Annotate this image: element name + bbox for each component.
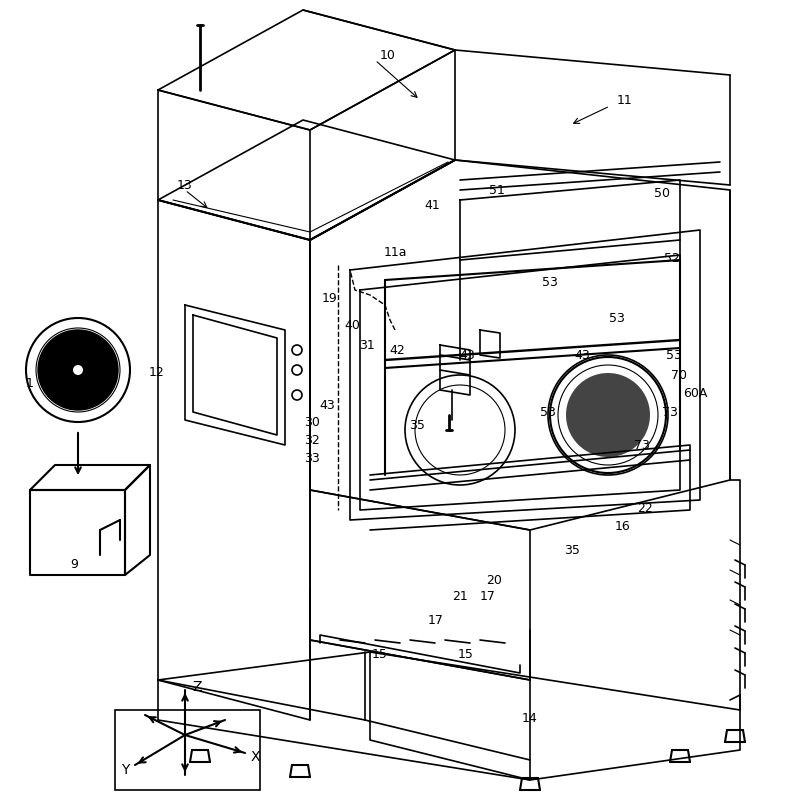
Text: 17: 17 — [428, 613, 444, 626]
Text: 73: 73 — [634, 438, 650, 451]
Text: 53: 53 — [540, 405, 556, 418]
Text: 73: 73 — [662, 405, 678, 418]
Text: 11: 11 — [617, 94, 633, 107]
Text: 13: 13 — [177, 179, 193, 192]
Text: 60A: 60A — [683, 387, 707, 400]
Text: 32: 32 — [304, 434, 320, 447]
Text: 1: 1 — [26, 376, 34, 389]
Text: 14: 14 — [522, 711, 538, 725]
Text: 35: 35 — [409, 418, 425, 431]
Text: X: X — [250, 750, 260, 764]
Text: 30: 30 — [304, 416, 320, 429]
Text: 40: 40 — [344, 319, 360, 332]
Text: 53: 53 — [666, 349, 682, 362]
Text: 70: 70 — [671, 369, 687, 382]
Text: 51: 51 — [489, 184, 505, 197]
Text: 41: 41 — [424, 198, 440, 211]
Text: Z: Z — [192, 680, 202, 694]
Circle shape — [566, 373, 650, 457]
Text: 15: 15 — [372, 649, 388, 662]
Text: 53: 53 — [542, 276, 558, 289]
Text: 52: 52 — [664, 252, 680, 265]
Text: 31: 31 — [359, 338, 375, 351]
Text: Y: Y — [121, 763, 129, 777]
Text: 12: 12 — [149, 366, 165, 379]
Text: 16: 16 — [615, 520, 631, 533]
Circle shape — [38, 330, 118, 410]
Text: 11a: 11a — [383, 245, 406, 259]
Text: 35: 35 — [564, 544, 580, 557]
Text: 22: 22 — [637, 502, 653, 515]
Text: 9: 9 — [70, 558, 78, 571]
Text: 43: 43 — [459, 349, 475, 362]
Text: 43: 43 — [574, 349, 590, 362]
Text: 33: 33 — [304, 451, 320, 464]
Text: 42: 42 — [389, 344, 405, 357]
Text: 50: 50 — [654, 187, 670, 200]
Circle shape — [73, 365, 83, 375]
Text: 43: 43 — [319, 399, 335, 412]
Text: 53: 53 — [609, 311, 625, 324]
Text: 17: 17 — [480, 591, 496, 604]
Text: 19: 19 — [322, 291, 338, 304]
Text: 15: 15 — [458, 649, 474, 662]
Text: 21: 21 — [452, 590, 468, 603]
Text: 6: 6 — [80, 331, 88, 344]
Text: 20: 20 — [486, 574, 502, 587]
Text: 10: 10 — [380, 49, 396, 61]
